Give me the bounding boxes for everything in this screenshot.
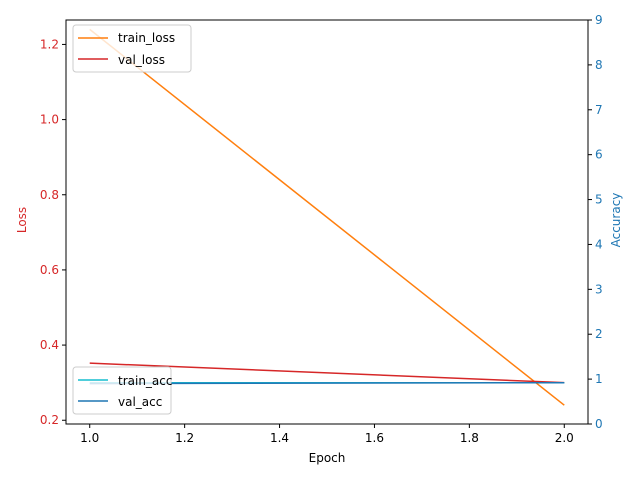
legend-accuracy: train_acc val_acc [72,366,172,415]
ticks-layer: 1.0 1.2 1.4 1.6 1.8 2.0 0.2 0.4 0.6 0.8 1.0 1.2 0 1 2 3… [40,13,603,445]
x-tick-label: 1.2 [175,431,194,445]
x-tick-label: 1.8 [460,431,479,445]
legend-loss-box [72,24,192,73]
x-tick-label: 1.0 [80,431,99,445]
right-y-tick-label: 2 [595,327,603,341]
right-y-tick-label: 9 [595,13,603,27]
right-y-tick-label: 6 [595,148,603,162]
legend-accuracy-box [72,366,172,415]
right-y-tick-label: 7 [595,103,603,117]
x-axis-label: Epoch [309,451,346,465]
left-y-tick-label: 1.2 [40,37,59,51]
series-line-train-loss [89,28,565,406]
right-y-tick-label: 8 [595,58,603,72]
right-y-tick-label: 1 [595,372,603,386]
legend-val-acc-label: val_acc [118,395,162,409]
right-y-tick-label: 4 [595,237,603,251]
left-y-axis-label: Loss [15,207,29,233]
left-y-tick-label: 0.2 [40,413,59,427]
left-y-tick-label: 0.4 [40,338,59,352]
right-y-tick-label: 5 [595,193,603,207]
left-y-tick-label: 0.8 [40,188,59,202]
right-y-tick-label: 3 [595,282,603,296]
x-tick-label: 1.6 [365,431,384,445]
left-y-tick-label: 1.0 [40,113,59,127]
right-y-axis-label: Accuracy [609,193,623,248]
series-line-val-loss [89,362,565,384]
legend-train-acc-label: train_acc [118,374,172,388]
x-tick-label: 1.4 [270,431,289,445]
legend-loss: train_loss val_loss [72,24,192,73]
left-y-tick-label: 0.6 [40,263,59,277]
legend-val-loss-label: val_loss [118,53,165,67]
right-y-tick-label: 0 [595,417,603,431]
series-layer [89,28,565,406]
plot-frame [65,19,589,425]
legend-train-loss-label: train_loss [118,31,175,45]
x-tick-label: 2.0 [555,431,574,445]
